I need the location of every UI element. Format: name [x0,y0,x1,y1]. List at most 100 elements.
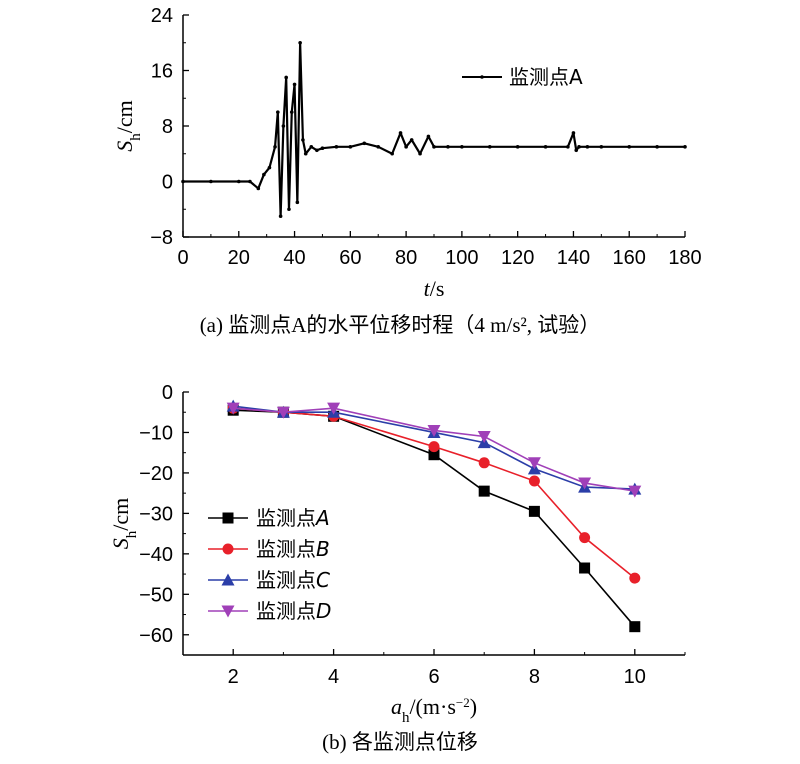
data-point [284,75,288,80]
legend-marker [222,512,234,524]
data-point [432,145,436,149]
data-point [574,148,579,153]
data-point [577,145,581,149]
data-point [209,179,213,184]
data-point [566,145,570,149]
legend-label: 监测点D [256,599,331,623]
y-tick-label: 24 [151,5,173,27]
x-tick-label: 20 [228,247,250,269]
data-point [428,441,440,453]
x-tick-label: 60 [339,247,361,269]
data-point [315,148,319,153]
data-point [398,131,403,135]
y-tick-label: −60 [139,625,173,647]
data-point [528,475,540,487]
y-tick-label: −50 [139,584,173,606]
data-point [409,138,414,142]
x-tick-label: 160 [613,247,646,269]
x-tick-label: 2 [228,666,239,688]
data-point [655,145,659,149]
data-point [527,457,541,470]
y-tick-label: 16 [151,61,173,83]
data-point [599,145,604,149]
legend-b: 监测点A 监测点B 监测点C 监测点D [208,506,331,623]
data-point [627,145,632,149]
caption-b: (b) 各监测点位移 [322,730,478,754]
data-point [579,532,591,544]
legend-marker [221,605,235,618]
y-axis-label: Sh/cm [112,100,144,152]
x-tick-label: 80 [395,247,417,269]
legend-label: 监测点C [256,568,330,592]
x-tick-label: 100 [445,247,478,269]
chart-b: 2 4 6 8 100−10−20−30−40−50−60监测点A监测点B监测点C监测点… [108,382,686,754]
data-point [334,145,339,149]
data-point [477,431,491,444]
y-tick-label: 0 [162,382,173,404]
data-point [543,145,548,149]
y-tick-label: −8 [150,227,173,249]
caption-a: (a) 监测点A的水平位移时程（4 m/s², 试验） [200,313,601,337]
x-tick-label: 4 [328,666,339,688]
data-point [273,145,277,149]
data-point [418,151,422,156]
data-point [248,179,252,184]
data-point [295,200,300,205]
data-point [281,124,286,128]
data-point [301,138,305,142]
x-tick-label: 0 [177,247,188,269]
data-point [460,145,464,149]
data-point [478,485,490,497]
legend-marker [480,75,484,79]
data-point [683,145,687,149]
data-point [267,165,272,170]
data-point [571,131,576,135]
data-point [376,145,381,149]
series-4 [226,402,642,498]
x-tick-label: 8 [529,666,540,688]
data-point [262,172,266,177]
x-axis-label: t/s [424,276,445,301]
data-point [236,179,241,184]
data-point [348,145,353,149]
data-point [578,477,592,490]
legend-marker [222,543,234,555]
y-tick-label: −20 [139,463,173,485]
legend-label: 监测点A [256,506,330,530]
data-point [628,485,642,498]
x-tick-label: 140 [557,247,590,269]
x-tick-label: 6 [428,666,439,688]
legend-a: 监测点A [462,65,583,89]
chart-a: 0 20 40 60 80 100 120 140 160 180−8081624t/sSh/cm… [112,5,702,337]
x-tick-label: 120 [501,247,534,269]
x-tick-label: 10 [624,666,646,688]
x-axis-label: ah/(m·s−2) [391,694,477,726]
data-point [309,145,314,149]
y-tick-label: −30 [139,503,173,525]
legend-label: 监测点A [509,65,583,89]
data-point [487,145,492,149]
data-point [478,457,490,469]
data-point [629,572,641,584]
data-point [289,110,294,114]
data-point [256,186,261,191]
data-point [327,402,341,415]
data-point [287,207,291,212]
y-tick-label: 0 [162,172,173,194]
data-point [426,134,431,139]
series-line [233,407,635,492]
y-tick-label: 8 [162,116,173,138]
y-axis-label: Sh/cm [108,498,140,550]
legend-marker [221,573,235,586]
data-point [276,110,280,114]
data-point [226,402,240,415]
y-tick-label: −10 [139,422,173,444]
data-point [446,145,450,149]
x-tick-label: 40 [283,247,305,269]
data-point [278,214,283,218]
legend-label: 监测点B [256,537,330,561]
data-point [276,406,290,419]
data-point [292,82,297,87]
y-tick-label: −40 [139,544,173,566]
